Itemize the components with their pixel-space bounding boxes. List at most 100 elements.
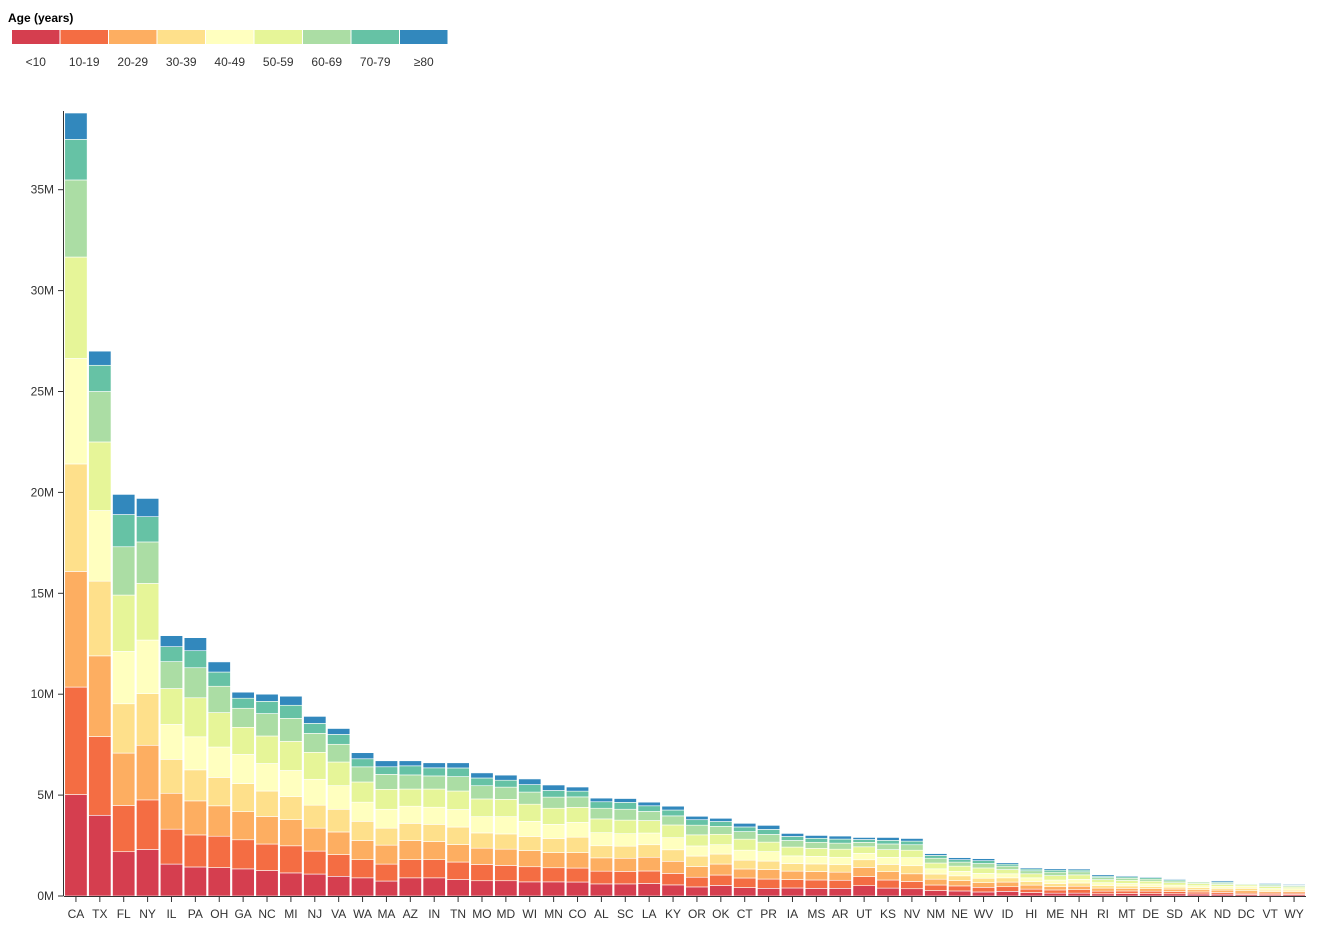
bar-NY-20-29 bbox=[136, 744, 160, 801]
bar-HI-50-59 bbox=[1019, 873, 1043, 879]
bar-NJ-70-79 bbox=[303, 723, 327, 734]
bar-WA-20-29 bbox=[351, 840, 375, 860]
bar-ID-<10 bbox=[995, 891, 1019, 897]
bar-OR-20-29 bbox=[685, 866, 709, 878]
bar-IA-<10 bbox=[780, 887, 804, 897]
bar-MT-10-19 bbox=[1115, 890, 1139, 894]
bar-IL-10-19 bbox=[159, 828, 183, 865]
x-tick-label-MT: MT bbox=[1118, 907, 1136, 921]
bar-MI-50-59 bbox=[279, 741, 303, 771]
bar-MD-30-39 bbox=[494, 833, 518, 850]
bar-IN-10-19 bbox=[422, 859, 446, 879]
bar-NE-40-49 bbox=[948, 871, 972, 877]
y-tick-label-2: 10M bbox=[31, 687, 54, 701]
bar-OR-≥80 bbox=[685, 815, 709, 821]
bar-MN-50-59 bbox=[542, 807, 566, 825]
bar-CA-40-49 bbox=[64, 358, 88, 465]
x-tick-label-CO: CO bbox=[569, 907, 587, 921]
bar-PR-10-19 bbox=[757, 878, 781, 889]
bar-HI-20-29 bbox=[1019, 884, 1043, 890]
bar-PR-<10 bbox=[757, 888, 781, 897]
bar-NJ-10-19 bbox=[303, 850, 327, 875]
bar-NE-<10 bbox=[948, 890, 972, 897]
bar-FL-20-29 bbox=[112, 752, 136, 806]
bar-TX-50-59 bbox=[88, 441, 112, 511]
bar-NV-50-59 bbox=[900, 849, 924, 858]
bar-NH-<10 bbox=[1067, 892, 1091, 897]
bar-CA-30-39 bbox=[64, 463, 88, 572]
bar-MO-50-59 bbox=[470, 798, 494, 817]
bar-AL-50-59 bbox=[589, 818, 613, 833]
bar-OR-<10 bbox=[685, 886, 709, 897]
bar-UT-50-59 bbox=[852, 846, 876, 854]
bar-WA-30-39 bbox=[351, 821, 375, 841]
bar-FL-50-59 bbox=[112, 594, 136, 652]
bar-PA-30-39 bbox=[183, 769, 207, 802]
bar-FL-60-69 bbox=[112, 546, 136, 596]
bar-ID-70-79 bbox=[995, 863, 1019, 867]
bar-IN-30-39 bbox=[422, 824, 446, 842]
bar-NM-10-19 bbox=[924, 884, 948, 891]
bar-IN-20-29 bbox=[422, 841, 446, 860]
bar-AL-30-39 bbox=[589, 845, 613, 859]
bar-ND-50-59 bbox=[1210, 884, 1234, 887]
legend-label-3: 30-39 bbox=[166, 55, 197, 69]
bar-HI-<10 bbox=[1019, 892, 1043, 897]
bar-TN-50-59 bbox=[446, 790, 470, 810]
bar-MI-20-29 bbox=[279, 819, 303, 847]
x-tick-label-NJ: NJ bbox=[307, 907, 322, 921]
bar-MS-60-69 bbox=[804, 841, 828, 849]
legend: Age (years) <10 10-19 20-29 30-39 40-49 50-59… bbox=[8, 11, 448, 69]
bar-ME-30-39 bbox=[1043, 883, 1067, 888]
bar-FL-<10 bbox=[112, 851, 136, 897]
bar-NC-60-69 bbox=[255, 713, 279, 737]
bar-PA-60-69 bbox=[183, 667, 207, 699]
bar-NM-40-49 bbox=[924, 868, 948, 875]
bar-NE-50-59 bbox=[948, 865, 972, 872]
bar-AL-≥80 bbox=[589, 797, 613, 803]
legend-title: Age (years) bbox=[8, 11, 73, 25]
bar-AZ-60-69 bbox=[398, 774, 422, 790]
bar-WI-40-49 bbox=[518, 821, 542, 837]
bar-MN-40-49 bbox=[542, 824, 566, 839]
bar-IL-30-39 bbox=[159, 759, 183, 794]
bar-TX-60-69 bbox=[88, 391, 112, 443]
bar-MA-30-39 bbox=[374, 827, 398, 846]
bar-IL-70-79 bbox=[159, 646, 183, 662]
y-tick-label-7: 35M bbox=[31, 183, 54, 197]
bar-TN-40-49 bbox=[446, 809, 470, 828]
bar-LA-≥80 bbox=[637, 801, 661, 807]
bar-NM-50-59 bbox=[924, 862, 948, 870]
bar-CO-70-79 bbox=[566, 790, 590, 798]
bar-OH-70-79 bbox=[207, 671, 231, 687]
bar-NJ-50-59 bbox=[303, 752, 327, 780]
x-tick-label-IN: IN bbox=[428, 907, 440, 921]
bar-SC-10-19 bbox=[613, 871, 637, 885]
bar-PA-40-49 bbox=[183, 736, 207, 771]
legend-label-1: 10-19 bbox=[69, 55, 100, 69]
bar-NY-40-49 bbox=[136, 639, 160, 694]
bar-NV-60-69 bbox=[900, 844, 924, 851]
bar-TN-<10 bbox=[446, 879, 470, 897]
bar-UT-<10 bbox=[852, 885, 876, 897]
bar-NY-60-69 bbox=[136, 541, 160, 584]
bar-IA-40-49 bbox=[780, 855, 804, 864]
bar-AZ-30-39 bbox=[398, 823, 422, 841]
bar-OR-70-79 bbox=[685, 819, 709, 826]
bar-PA-≥80 bbox=[183, 637, 207, 652]
bar-OR-10-19 bbox=[685, 876, 709, 888]
bar-OK-<10 bbox=[709, 885, 733, 897]
bar-OR-60-69 bbox=[685, 824, 709, 836]
legend-swatch-7 bbox=[351, 30, 399, 44]
bars bbox=[64, 112, 1306, 897]
bar-TN-70-79 bbox=[446, 767, 470, 777]
bar-KY-20-29 bbox=[661, 860, 685, 874]
bar-IN-50-59 bbox=[422, 788, 446, 808]
x-tick-label-TN: TN bbox=[450, 907, 466, 921]
bar-DC-30-39 bbox=[1234, 888, 1258, 892]
legend-labels: <10 10-19 20-29 30-39 40-49 50-59 60-69 70-79 ≥8… bbox=[26, 55, 434, 69]
bar-NJ-≥80 bbox=[303, 716, 327, 724]
bar-ME-20-29 bbox=[1043, 886, 1067, 891]
bar-AZ-20-29 bbox=[398, 840, 422, 860]
x-tick-label-WY: WY bbox=[1284, 907, 1303, 921]
